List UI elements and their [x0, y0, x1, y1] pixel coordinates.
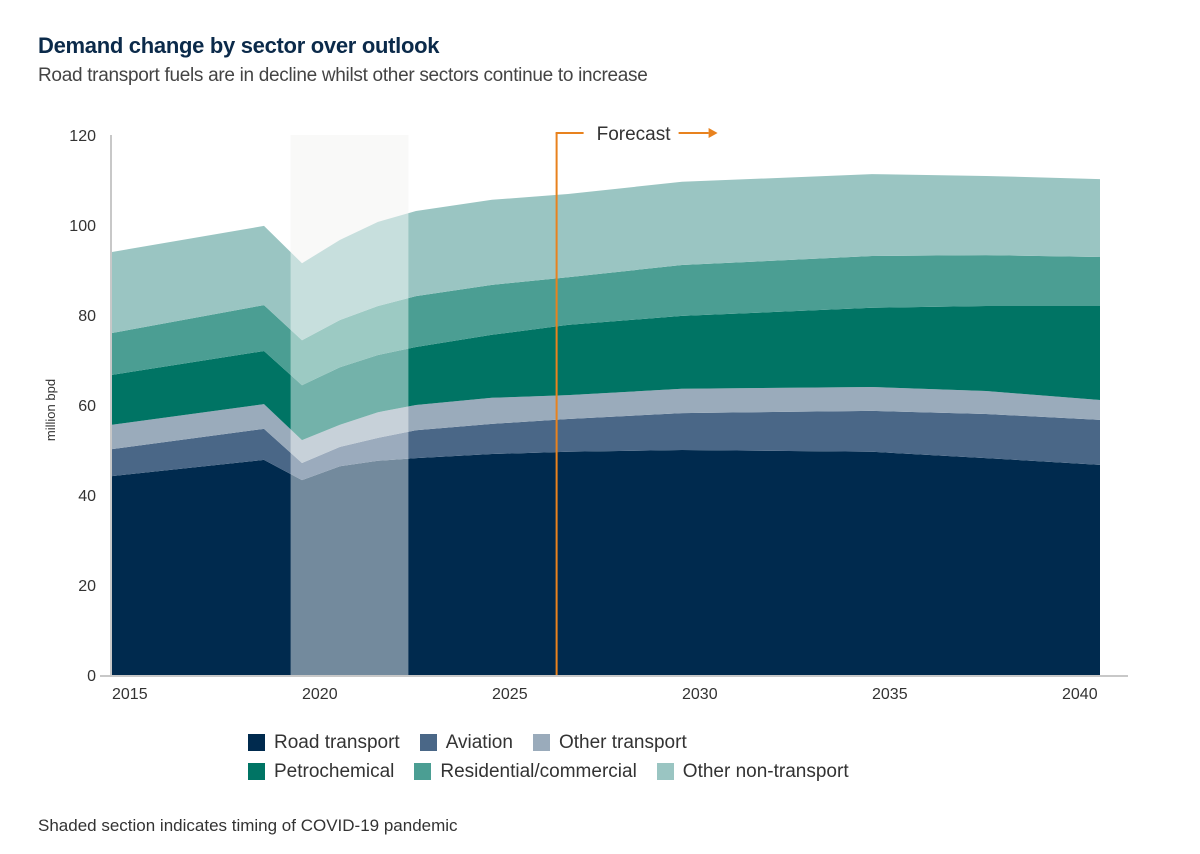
legend-item: Aviation [419, 731, 513, 754]
legend-item: Residential/commercial [414, 760, 637, 783]
legend-label: Aviation [445, 731, 513, 753]
x-tick-label: 2015 [112, 686, 148, 703]
x-tick-label: 2030 [682, 686, 718, 703]
x-tick-label: 2020 [302, 686, 338, 703]
y-tick-label: 100 [69, 218, 96, 235]
legend-swatch [248, 763, 265, 780]
chart-subtitle: Road transport fuels are in decline whil… [38, 65, 648, 86]
y-tick-label: 60 [78, 398, 96, 415]
legend-item: Other non-transport [656, 760, 849, 783]
legend-label: Residential/commercial [440, 760, 637, 782]
legend-item: Road transport [248, 732, 400, 754]
y-tick-label: 40 [78, 488, 96, 505]
x-tick-label: 2035 [872, 686, 908, 703]
legend: Road transport Aviation Other transport Pe… [248, 728, 869, 786]
y-tick-label: 80 [78, 308, 96, 325]
area-other-non-transport [112, 174, 1100, 341]
covid-shaded-overlay [290, 135, 409, 675]
x-tick-label: 2040 [1062, 686, 1098, 703]
y-axis-label: million bpd [43, 379, 58, 441]
forecast-label: Forecast [597, 124, 672, 145]
area-aviation [112, 410, 1100, 481]
legend-label: Petrochemical [274, 760, 395, 782]
legend-swatch [414, 763, 432, 780]
legend-swatch [419, 734, 437, 751]
y-tick-label: 120 [69, 128, 96, 145]
area-petrochemical [112, 306, 1100, 441]
y-tick-label: 0 [87, 668, 96, 685]
forecast-arrow-icon [708, 128, 718, 138]
legend-item: Petrochemical [248, 761, 394, 783]
area-other-transport [112, 387, 1100, 464]
y-tick-label: 20 [78, 578, 96, 595]
legend-label: Other non-transport [682, 760, 849, 782]
legend-item: Other transport [532, 731, 687, 754]
area-road-transport [112, 450, 1100, 675]
footnote: Shaded section indicates timing of COVID… [38, 816, 458, 835]
legend-label: Road transport [274, 731, 400, 753]
legend-swatch [248, 734, 265, 751]
legend-swatch [532, 734, 550, 751]
legend-swatch [656, 763, 674, 780]
area-residential-commercial [112, 255, 1100, 386]
legend-label: Other transport [558, 731, 687, 753]
x-tick-label: 2025 [492, 686, 528, 703]
chart-title: Demand change by sector over outlook [38, 33, 440, 58]
